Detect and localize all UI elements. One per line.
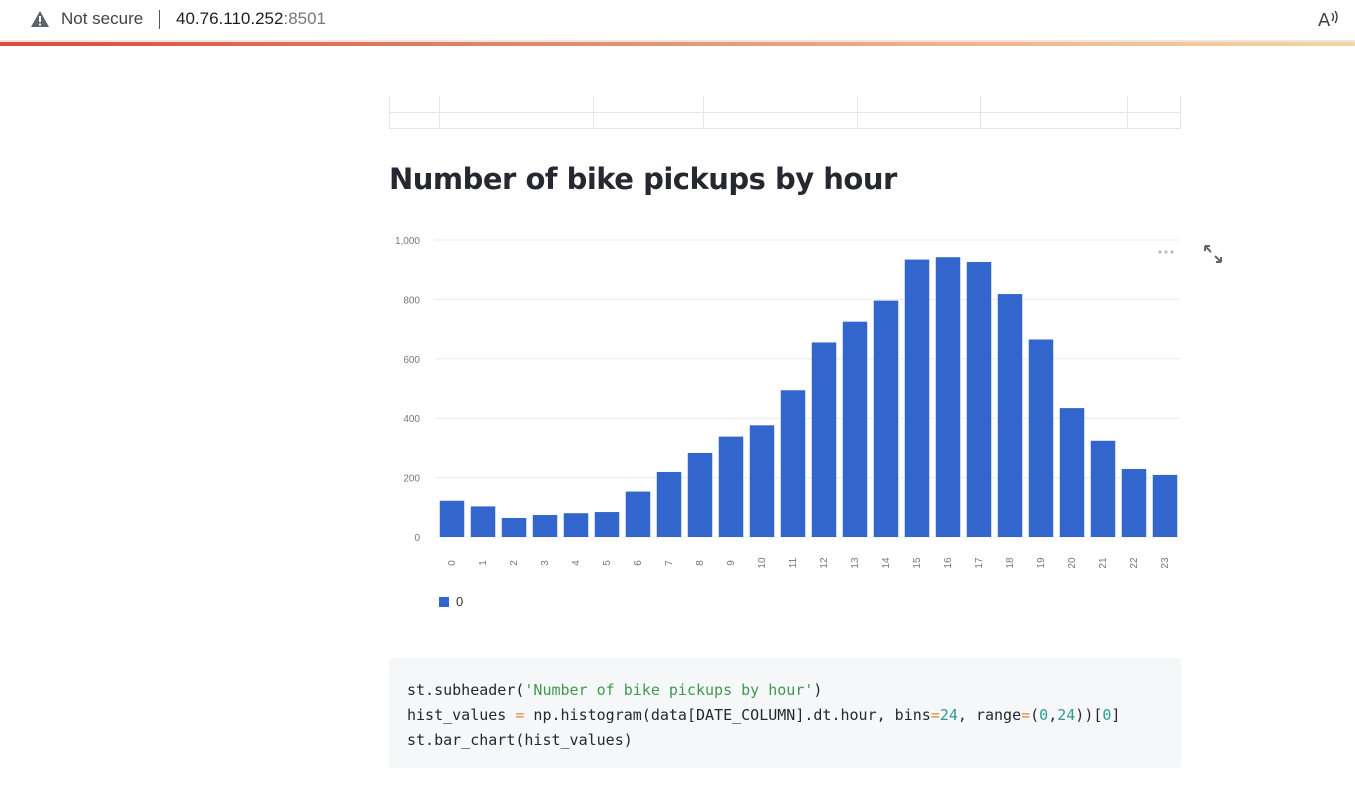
x-tick-label: 23: [1160, 557, 1171, 569]
x-tick-label: 1: [478, 560, 489, 566]
x-tick-label: 6: [633, 560, 644, 566]
code-content: st.subheader('Number of bike pickups by …: [407, 678, 1120, 753]
table-column-divider: [1127, 96, 1128, 128]
x-tick-label: 13: [850, 557, 861, 569]
y-tick-label: 600: [403, 355, 420, 366]
bar[interactable]: [563, 513, 589, 537]
x-tick-label: 12: [819, 557, 830, 569]
read-aloud-icon[interactable]: A: [1317, 8, 1341, 30]
url-field[interactable]: 40.76.110.252:8501: [176, 9, 326, 29]
bar[interactable]: [625, 491, 651, 537]
bar[interactable]: [935, 257, 961, 537]
bar[interactable]: [904, 259, 930, 537]
bar[interactable]: [1121, 468, 1147, 537]
x-tick-label: 15: [912, 557, 923, 569]
fullscreen-icon[interactable]: [1203, 244, 1223, 264]
y-tick-label: 0: [414, 533, 420, 544]
x-tick-label: 4: [571, 560, 582, 566]
x-tick-label: 5: [602, 560, 613, 566]
bar[interactable]: [997, 294, 1023, 537]
bar[interactable]: [873, 300, 899, 537]
x-tick-label: 7: [664, 560, 675, 566]
bar[interactable]: [718, 436, 744, 537]
legend-swatch: [439, 597, 449, 607]
warning-icon[interactable]: [30, 10, 50, 28]
page-subheader: Number of bike pickups by hour: [389, 162, 897, 196]
more-options-icon[interactable]: [1157, 248, 1175, 256]
table-column-divider: [980, 96, 981, 128]
code-line-2: hist_values = np.histogram(data[DATE_COL…: [407, 706, 1121, 724]
x-tick-label: 20: [1067, 557, 1078, 569]
x-tick-label: 10: [757, 557, 768, 569]
security-status-label[interactable]: Not secure: [61, 9, 144, 28]
table-column-divider: [703, 96, 704, 128]
bar[interactable]: [501, 517, 527, 537]
url-port: :8501: [283, 9, 327, 28]
bar[interactable]: [439, 500, 465, 537]
table-column-divider: [1180, 96, 1181, 128]
table-column-divider: [593, 96, 594, 128]
x-tick-label: 21: [1098, 557, 1109, 569]
x-tick-label: 22: [1129, 557, 1140, 569]
url-host: 40.76.110.252: [176, 9, 284, 28]
bar[interactable]: [532, 515, 558, 537]
bar[interactable]: [1028, 339, 1054, 537]
x-tick-label: 17: [974, 557, 985, 569]
code-line-3: st.bar_chart(hist_values): [407, 731, 633, 749]
progress-shadow: [0, 40, 1355, 42]
svg-text:A: A: [1318, 10, 1331, 30]
legend-label: 0: [456, 594, 463, 609]
table-row-divider: [389, 112, 1181, 113]
bar[interactable]: [656, 471, 682, 537]
y-tick-label: 400: [403, 414, 420, 425]
bar[interactable]: [1059, 408, 1085, 537]
x-tick-label: 16: [943, 557, 954, 569]
x-tick-label: 11: [788, 557, 799, 568]
code-block[interactable]: st.subheader('Number of bike pickups by …: [389, 658, 1181, 768]
bar[interactable]: [749, 425, 775, 537]
address-divider: [159, 10, 160, 29]
bar-chart[interactable]: 0 200 400 600 800 1,000 0 1 2 3 4 5 6 7 8 9 10 11 12 13 14 15…: [389, 228, 1189, 628]
browser-address-bar: Not secure 40.76.110.252:8501 A: [0, 0, 1355, 40]
x-tick-label: 14: [881, 557, 892, 569]
table-column-divider: [857, 96, 858, 128]
bar[interactable]: [780, 390, 806, 537]
x-tick-label: 0: [447, 560, 458, 566]
x-tick-label: 18: [1005, 557, 1016, 569]
x-tick-label: 2: [509, 560, 520, 566]
bar[interactable]: [1090, 440, 1116, 537]
dataframe-fragment[interactable]: [389, 96, 1181, 129]
x-tick-label: 19: [1036, 557, 1047, 569]
bar[interactable]: [687, 452, 713, 537]
y-tick-label: 1,000: [395, 236, 420, 247]
bar[interactable]: [594, 512, 620, 537]
x-tick-label: 8: [695, 560, 706, 566]
page-progress-bar: [0, 42, 1355, 46]
x-tick-label: 3: [540, 560, 551, 566]
y-tick-label: 200: [403, 474, 420, 485]
bar[interactable]: [842, 321, 868, 537]
x-tick-label: 9: [726, 560, 737, 566]
bar[interactable]: [811, 342, 837, 537]
table-column-divider: [439, 96, 440, 128]
code-line-1: st.subheader('Number of bike pickups by …: [407, 681, 823, 699]
y-tick-label: 800: [403, 295, 420, 306]
bar[interactable]: [470, 506, 496, 537]
bar[interactable]: [966, 261, 992, 537]
table-column-divider: [389, 96, 390, 128]
bar[interactable]: [1152, 474, 1178, 537]
